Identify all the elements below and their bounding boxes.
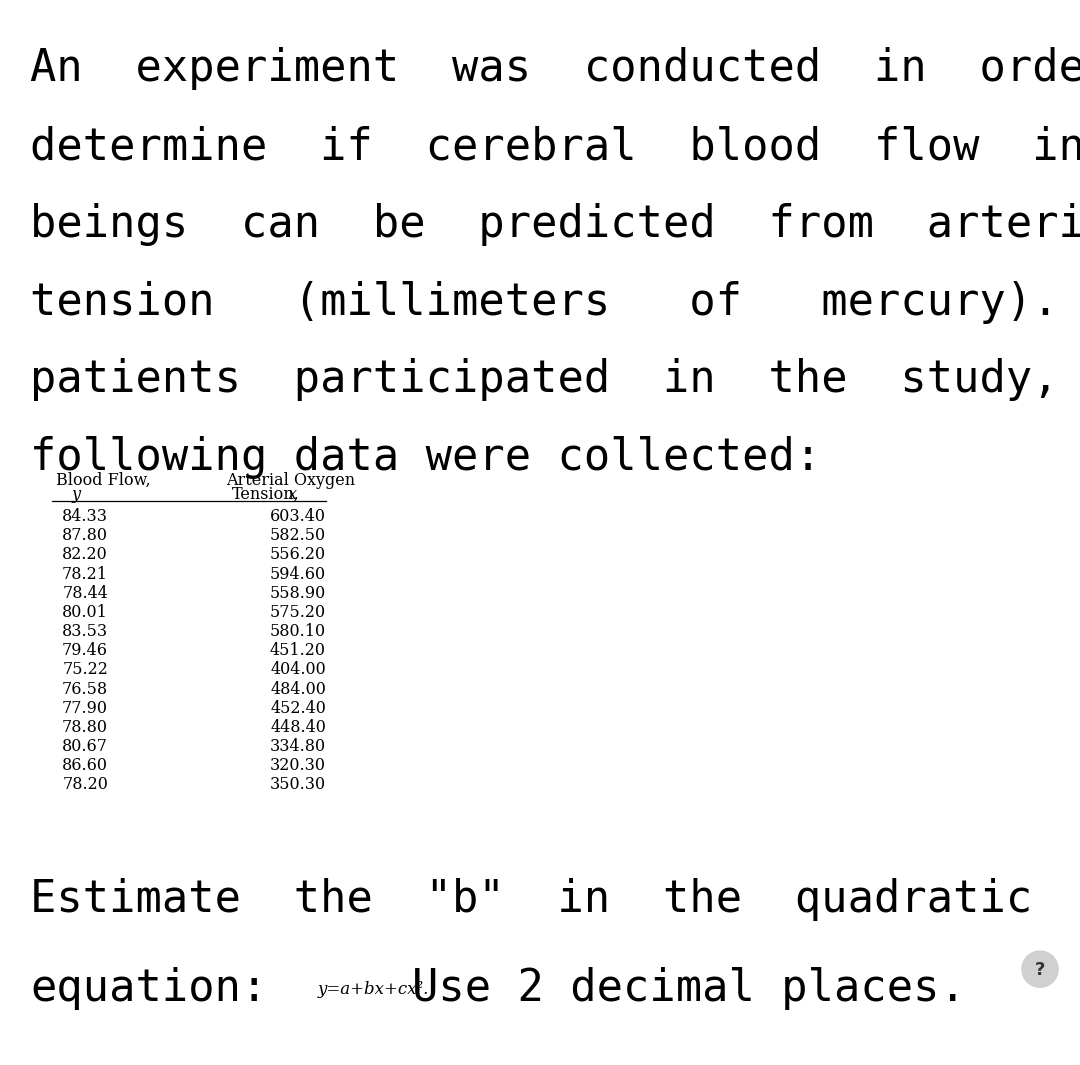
Text: Blood Flow,: Blood Flow, [56,472,150,489]
Text: beings  can  be  predicted  from  arterial  oxygen: beings can be predicted from arterial ox… [30,203,1080,246]
Text: y=a+bx+cx².: y=a+bx+cx². [318,981,430,998]
Text: following data were collected:: following data were collected: [30,436,821,479]
Text: 580.10: 580.10 [270,623,326,640]
Text: equation:: equation: [30,967,268,1010]
Text: 451.20: 451.20 [270,642,326,659]
Text: 603.40: 603.40 [270,508,326,525]
Text: 452.40: 452.40 [270,700,326,717]
Text: 448.40: 448.40 [270,719,326,736]
Text: x: x [288,486,297,503]
Text: Estimate  the  "b"  in  the  quadratic  regression: Estimate the "b" in the quadratic regres… [30,878,1080,921]
Text: Use 2 decimal places.: Use 2 decimal places. [411,967,966,1010]
Text: ?: ? [1035,962,1045,979]
Text: 350.30: 350.30 [270,776,326,793]
Text: 79.46: 79.46 [62,642,108,659]
Text: 484.00: 484.00 [270,681,326,698]
Text: An  experiment  was  conducted  in  order  to: An experiment was conducted in order to [30,47,1080,91]
Text: 78.20: 78.20 [63,776,108,793]
Text: patients  participated  in  the  study,  and  the: patients participated in the study, and … [30,358,1080,402]
Text: 575.20: 575.20 [270,604,326,621]
Text: 78.21: 78.21 [62,566,108,583]
Text: 75.22: 75.22 [63,661,108,678]
Text: y: y [72,486,81,503]
Text: 87.80: 87.80 [62,527,108,544]
Text: 86.60: 86.60 [62,757,108,774]
Text: 556.20: 556.20 [270,546,326,563]
Circle shape [1022,951,1058,987]
Text: 83.53: 83.53 [62,623,108,640]
Text: 78.44: 78.44 [63,585,108,602]
Text: determine  if  cerebral  blood  flow  in  human: determine if cerebral blood flow in huma… [30,125,1080,168]
Text: 77.90: 77.90 [62,700,108,717]
Text: tension   (millimeters   of   mercury).   Fifteen: tension (millimeters of mercury). Fiftee… [30,281,1080,324]
Text: Arterial Oxygen: Arterial Oxygen [226,472,355,489]
Text: 582.50: 582.50 [270,527,326,544]
Text: 334.80: 334.80 [270,738,326,755]
Text: 84.33: 84.33 [62,508,108,525]
Text: 558.90: 558.90 [270,585,326,602]
Text: 82.20: 82.20 [63,546,108,563]
Text: 80.01: 80.01 [63,604,108,621]
Text: 80.67: 80.67 [62,738,108,755]
Text: 320.30: 320.30 [270,757,326,774]
Text: 404.00: 404.00 [270,661,326,678]
Text: 76.58: 76.58 [62,681,108,698]
Text: 78.80: 78.80 [62,719,108,736]
Text: 594.60: 594.60 [270,566,326,583]
Text: Tension,: Tension, [232,486,300,503]
